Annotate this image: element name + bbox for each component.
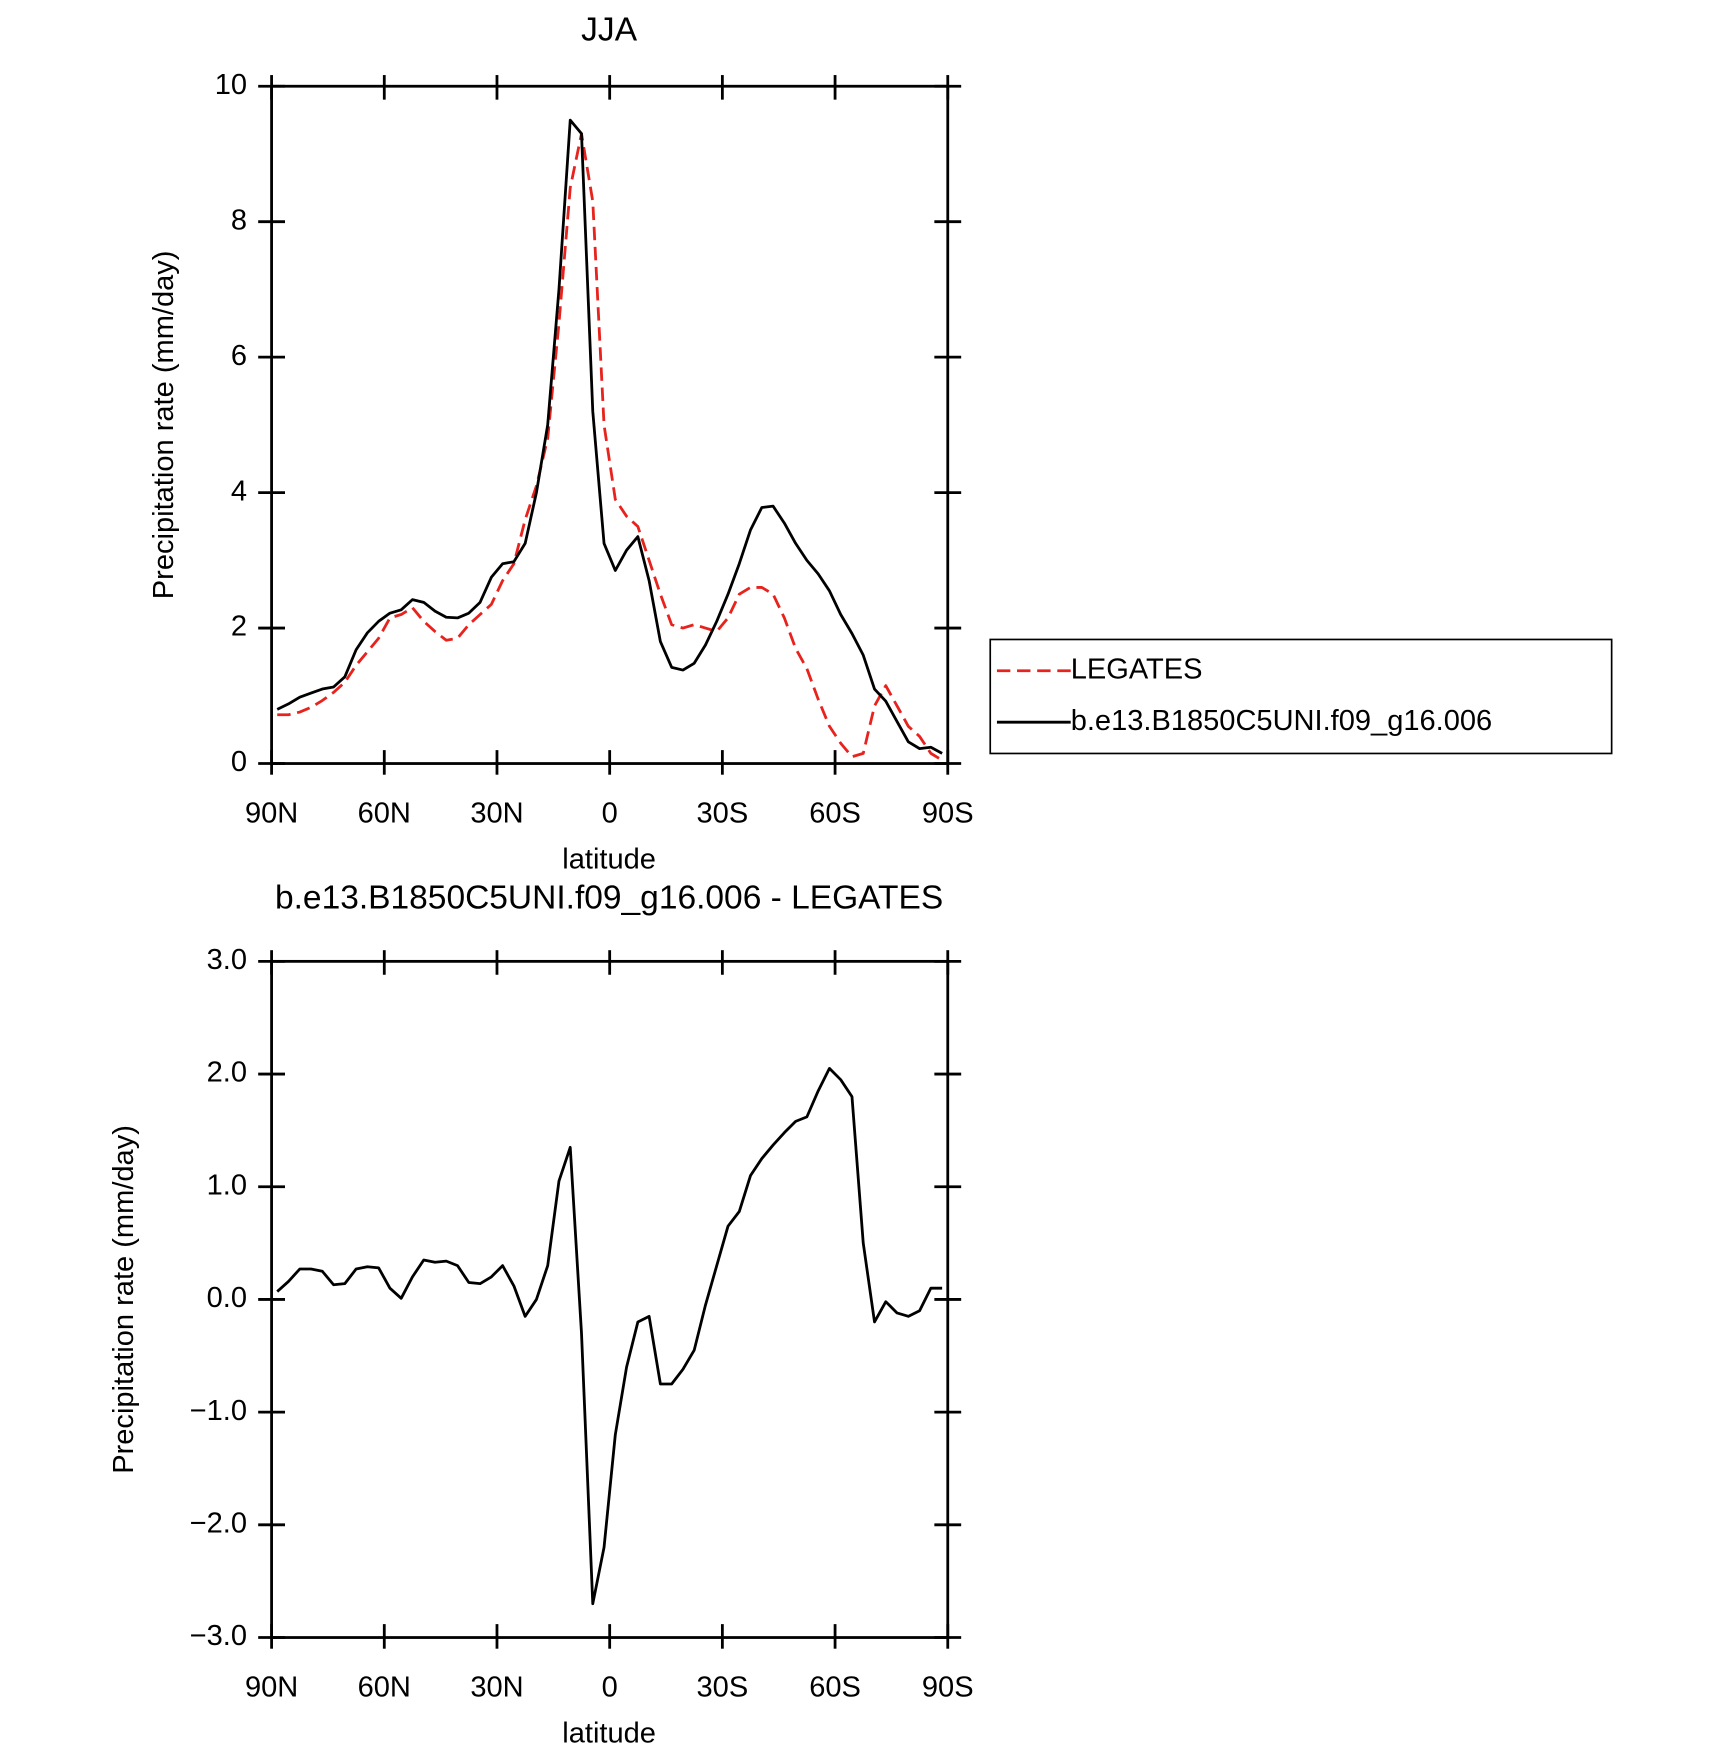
plot-frame	[270, 959, 950, 1639]
data-line	[276, 1067, 943, 1606]
legend-label: LEGATES	[1071, 653, 1203, 685]
x-tick-label: 90N	[245, 1672, 298, 1704]
x-tick-label: 30S	[697, 1672, 749, 1704]
y-tick-label: 8	[231, 204, 247, 236]
x-tick-label: 60N	[358, 1672, 411, 1704]
data-line	[276, 118, 943, 755]
x-tick-label: 30S	[697, 798, 749, 830]
y-tick-label: 0	[231, 746, 247, 778]
x-tick-label: 60S	[809, 798, 861, 830]
legend-box	[989, 638, 1613, 755]
y-tick-label: −2.0	[190, 1508, 247, 1540]
y-axis-label: Precipitation rate (mm/day)	[108, 1125, 140, 1474]
chart-title: b.e13.B1850C5UNI.f09_g16.006 - LEGATES	[275, 880, 943, 917]
plot-frame	[270, 84, 950, 765]
x-tick-label: 60S	[809, 1672, 861, 1704]
y-tick-label: 3.0	[207, 944, 247, 976]
x-tick-label: 60N	[358, 798, 411, 830]
y-axis-label: Precipitation rate (mm/day)	[148, 251, 180, 600]
y-tick-label: 2.0	[207, 1057, 247, 1089]
legend-label: b.e13.B1850C5UNI.f09_g16.006	[1071, 705, 1493, 737]
x-axis-label: latitude	[562, 1717, 656, 1745]
y-tick-label: −3.0	[190, 1620, 247, 1652]
y-tick-label: 0.0	[207, 1282, 247, 1314]
x-tick-label: 0	[602, 798, 618, 830]
x-tick-label: 90N	[245, 798, 298, 830]
y-tick-label: 6	[231, 340, 247, 372]
x-tick-label: 0	[602, 1672, 618, 1704]
y-tick-label: 2	[231, 611, 247, 643]
x-tick-label: 90S	[922, 1672, 974, 1704]
x-tick-label: 30N	[470, 1672, 523, 1704]
y-tick-label: −1.0	[190, 1395, 247, 1427]
y-tick-label: 1.0	[207, 1169, 247, 1201]
x-axis-label: latitude	[562, 843, 656, 875]
x-tick-label: 90S	[922, 798, 974, 830]
x-tick-label: 30N	[470, 798, 523, 830]
y-tick-label: 4	[231, 475, 247, 507]
y-tick-label: 10	[215, 69, 247, 101]
chart-title: JJA	[581, 11, 638, 48]
data-line	[277, 132, 943, 762]
